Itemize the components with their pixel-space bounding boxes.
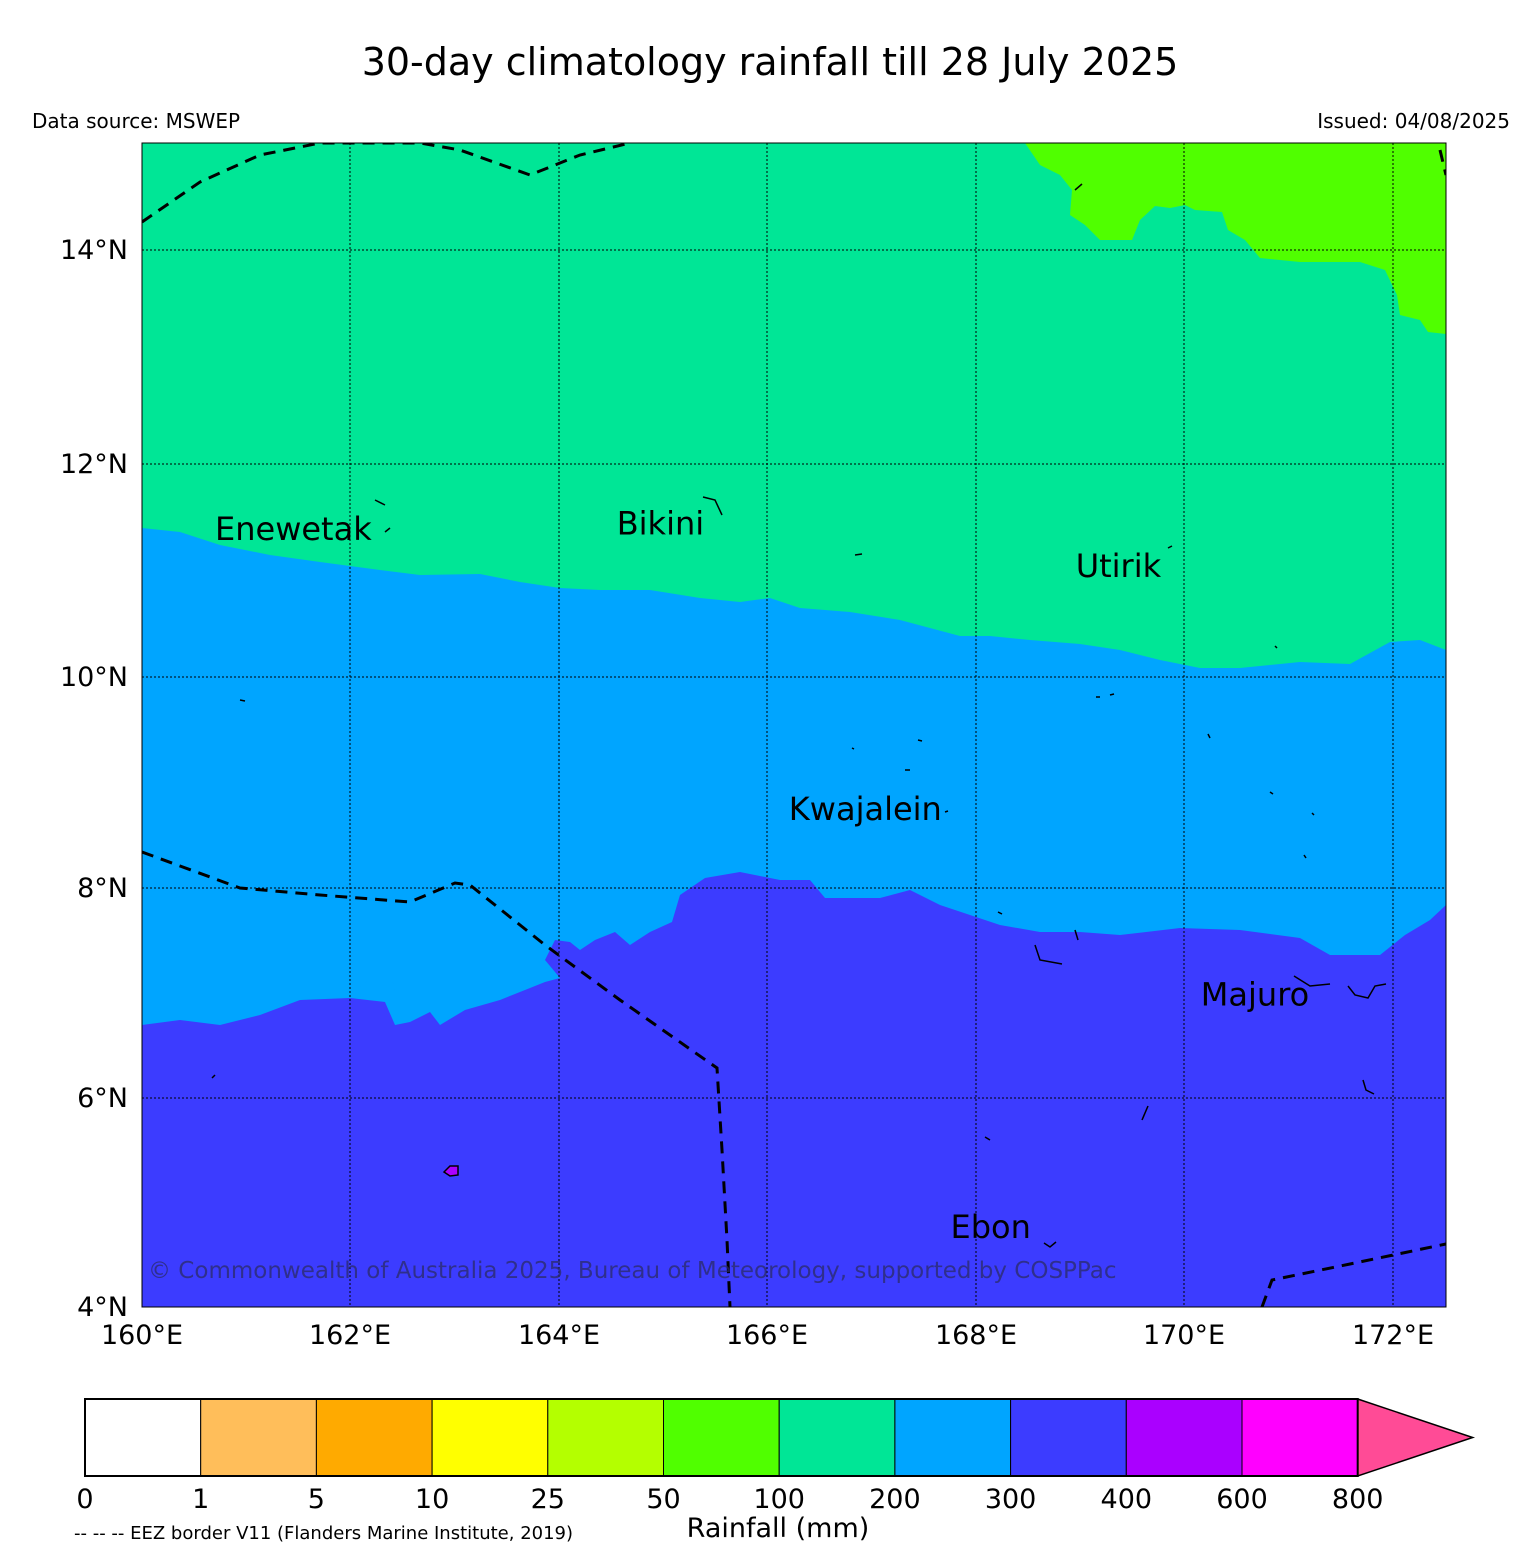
colorbar-tick-label: 100: [753, 1484, 805, 1515]
colorbar-segment: [1125, 1398, 1243, 1477]
lat-label-6: 6°N: [77, 1083, 128, 1114]
lat-label-10: 10°N: [60, 662, 128, 693]
lon-label-168: 168°E: [935, 1320, 1017, 1351]
colorbar-tick-label: 0: [76, 1484, 93, 1515]
colorbar-tick-label: 1: [192, 1484, 209, 1515]
latitude-labels: 14°N 12°N 10°N 8°N 6°N 4°N: [60, 235, 128, 1323]
atoll-outlines: [211, 183, 1387, 1248]
colorbar-frame: [84, 1398, 1359, 1477]
colorbar-segment: [547, 1398, 664, 1477]
colorbar-tick-label: 400: [1101, 1484, 1153, 1515]
colorbar-tick-label: 25: [531, 1484, 565, 1515]
gridlines: [142, 143, 1446, 1307]
lat-label-14: 14°N: [60, 235, 128, 266]
colorbar-title: Rainfall (mm): [687, 1513, 870, 1544]
colorbar-segment: [778, 1398, 896, 1477]
issued-date-label: Issued: 04/08/2025: [1317, 109, 1510, 133]
place-label-enewetak: Enewetak: [215, 510, 372, 548]
lon-label-166: 166°E: [726, 1320, 808, 1351]
rainfall-patch-200-300: [355, 978, 395, 998]
colorbar-tick-label: 600: [1216, 1484, 1268, 1515]
data-source-label: Data source: MSWEP: [32, 109, 241, 133]
colorbar-segment: [894, 1398, 1012, 1477]
colorbar-segment: [200, 1398, 317, 1477]
colorbar-tick-label: 300: [985, 1484, 1037, 1515]
place-label-bikini: Bikini: [617, 505, 704, 543]
chart-title: 30-day climatology rainfall till 28 July…: [361, 40, 1179, 84]
colorbar-tick-label: 10: [415, 1484, 449, 1515]
colorbar-segment: [663, 1398, 780, 1477]
lon-label-160: 160°E: [101, 1320, 183, 1351]
rainfall-fields: [142, 143, 1446, 1307]
lat-label-4: 4°N: [77, 1292, 128, 1323]
colorbar: 0 1 5 10 25 50 100 200 300 400 600 800: [76, 1397, 1476, 1515]
colorbar-segment: [1241, 1398, 1359, 1477]
rainfall-band-300-400: [142, 872, 1446, 1307]
lat-label-12: 12°N: [60, 449, 128, 480]
eez-border-note: -- -- -- EEZ border V11 (Flanders Marine…: [74, 1523, 574, 1544]
place-label-majuro: Majuro: [1201, 975, 1309, 1013]
lon-label-172: 172°E: [1352, 1320, 1434, 1351]
map-frame: [141, 142, 1447, 1308]
colorbar-tick-label: 200: [869, 1484, 921, 1515]
lon-label-170: 170°E: [1143, 1320, 1225, 1351]
lat-label-8: 8°N: [77, 873, 128, 904]
lon-label-162: 162°E: [309, 1320, 391, 1351]
colorbar-tick-label: 800: [1332, 1484, 1384, 1515]
colorbar-segment: [1010, 1398, 1127, 1477]
colorbar-segment: [315, 1398, 433, 1477]
lon-label-164: 164°E: [518, 1320, 600, 1351]
colorbar-tick-label: 5: [308, 1484, 325, 1515]
place-label-kwajalein: Kwajalein: [789, 790, 942, 828]
copyright-notice: © Commonwealth of Australia 2025, Bureau…: [148, 1258, 1117, 1284]
colorbar-extend-arrow: [1356, 1397, 1476, 1478]
longitude-labels: 160°E 162°E 164°E 166°E 168°E 170°E 172°…: [101, 1320, 1434, 1351]
rainfall-band-50-100: [1025, 143, 1446, 334]
place-label-ebon: Ebon: [951, 1208, 1031, 1246]
island-high-rain-patch: [442, 1165, 459, 1177]
colorbar-segment: [431, 1398, 549, 1477]
eez-borders: [142, 143, 1446, 1307]
colorbar-tick-label: 50: [646, 1484, 680, 1515]
place-label-utirik: Utirik: [1076, 547, 1162, 585]
place-labels: Enewetak Bikini Utirik Kwajalein Majuro …: [215, 505, 1309, 1247]
colorbar-segment: [84, 1398, 202, 1477]
